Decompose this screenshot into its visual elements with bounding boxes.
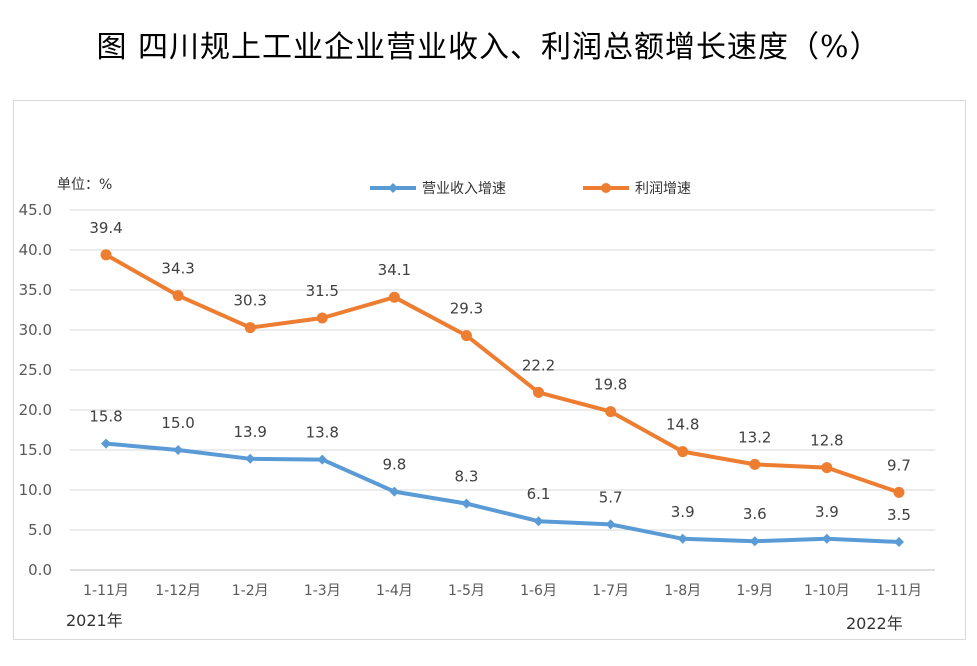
data-point-marker [388, 291, 400, 303]
data-label: 19.8 [594, 376, 627, 394]
data-point-marker [605, 406, 617, 418]
x-tick-label: 1-8月 [664, 583, 701, 599]
data-point-marker [677, 446, 689, 458]
legend-label: 营业收入增速 [422, 181, 506, 197]
data-label: 22.2 [522, 356, 555, 374]
data-label: 13.8 [306, 424, 339, 442]
data-label: 15.8 [89, 408, 122, 426]
y-tick-label: 15.0 [19, 441, 52, 459]
data-point-marker [317, 454, 328, 465]
y-axis-ticks: 0.0 5.0 10.0 15.0 20.0 25.0 30.0 35.0 40.0 45.0 [19, 201, 52, 579]
x-tick-label: 1-11月 [876, 583, 922, 599]
data-label: 39.4 [89, 219, 122, 237]
y-tick-label: 0.0 [28, 561, 52, 579]
data-label: 9.7 [887, 456, 911, 474]
x-tick-label: 1-10月 [804, 583, 850, 599]
data-point-marker [749, 458, 761, 470]
data-point-marker [316, 312, 328, 324]
chart-title: 图 四川规上工业企业营业收入、利润总额增长速度（%） [96, 30, 881, 65]
data-point-marker [461, 498, 472, 509]
data-point-marker [893, 486, 905, 498]
legend-marker [388, 183, 398, 193]
legend-label: 利润增速 [635, 181, 691, 197]
data-point-marker [245, 453, 256, 464]
x-tick-label: 1-12月 [155, 583, 201, 599]
data-label: 3.9 [815, 503, 839, 521]
data-point-marker [821, 462, 833, 474]
data-point-marker [460, 330, 472, 342]
legend: 营业收入增速 利润增速 [370, 181, 691, 197]
x-tick-label: 1-2月 [232, 583, 269, 599]
data-labels: 15.8 15.0 13.9 13.8 9.8 8.3 6.1 5.7 3.9 3.6 3.9 3.5… [89, 219, 911, 524]
x-tick-label: 1-11月 [83, 583, 129, 599]
legend-marker [601, 183, 611, 193]
data-point-marker [533, 386, 545, 398]
data-label: 34.1 [378, 261, 411, 279]
data-point-marker [893, 537, 904, 547]
x-tick-label: 1-6月 [520, 583, 557, 599]
end-year-label: 2022年 [846, 614, 903, 633]
data-label: 34.3 [161, 260, 194, 278]
data-label: 8.3 [455, 468, 479, 486]
x-tick-label: 1-3月 [304, 583, 341, 599]
series-lines [100, 249, 905, 547]
data-label: 5.7 [599, 488, 623, 506]
data-label: 3.5 [887, 506, 911, 524]
data-label: 9.8 [382, 456, 406, 474]
data-label: 14.8 [666, 416, 699, 434]
y-tick-label: 40.0 [19, 241, 52, 259]
data-label: 30.3 [234, 292, 267, 310]
y-tick-label: 30.0 [19, 321, 52, 339]
series-line-0 [104, 441, 901, 544]
data-point-marker [533, 516, 544, 527]
y-tick-label: 20.0 [19, 401, 52, 419]
y-tick-label: 5.0 [28, 521, 52, 539]
x-axis-ticks: 1-11月 1-12月 1-2月 1-3月 1-4月 1-5月 1-6月 1-7月 1-8月 1-… [83, 583, 922, 599]
data-point-marker [749, 536, 760, 547]
data-point-marker [821, 533, 832, 544]
data-point-marker [389, 486, 400, 497]
data-label: 13.2 [738, 428, 771, 446]
gridlines [70, 209, 935, 571]
series-line-1 [104, 252, 901, 495]
x-tick-label: 1-7月 [592, 583, 629, 599]
data-label: 6.1 [527, 485, 551, 503]
x-tick-label: 1-5月 [448, 583, 485, 599]
chart-frame [13, 100, 966, 640]
data-point-marker [172, 290, 184, 302]
data-point-marker [100, 249, 112, 261]
y-tick-label: 10.0 [19, 481, 52, 499]
data-label: 15.0 [161, 414, 194, 432]
data-label: 13.9 [234, 423, 267, 441]
x-tick-label: 1-9月 [736, 583, 773, 599]
y-tick-label: 25.0 [19, 361, 52, 379]
data-label: 12.8 [810, 432, 843, 450]
y-tick-label: 35.0 [19, 281, 52, 299]
data-point-marker [605, 519, 616, 530]
data-label: 31.5 [306, 282, 339, 300]
data-point-marker [101, 438, 112, 449]
data-point-marker [173, 445, 184, 455]
y-tick-label: 45.0 [19, 201, 52, 219]
data-label: 29.3 [450, 300, 483, 318]
data-label: 3.9 [671, 503, 695, 521]
data-label: 3.6 [743, 505, 767, 523]
x-tick-label: 1-4月 [376, 583, 413, 599]
data-point-marker [677, 533, 688, 544]
data-point-marker [244, 322, 256, 334]
start-year-label: 2021年 [66, 611, 123, 630]
unit-label: 单位：% [57, 177, 112, 193]
